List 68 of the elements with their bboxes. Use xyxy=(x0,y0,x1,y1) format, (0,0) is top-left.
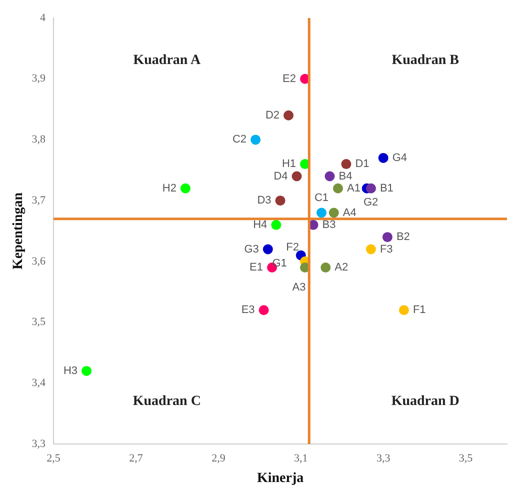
y-tick-label: 3,8 xyxy=(32,134,46,146)
annotation: B3 xyxy=(322,218,336,231)
y-tick-label: 3,3 xyxy=(32,438,46,450)
y-tick-label: 3,4 xyxy=(32,377,46,390)
y-tick-label: 4 xyxy=(40,12,46,24)
annotation: E1 xyxy=(250,262,264,274)
annotation: H2 xyxy=(162,182,176,194)
x-axis-title: Kinerja xyxy=(256,471,304,486)
annotation: G2 xyxy=(364,196,378,208)
point xyxy=(262,244,273,254)
point xyxy=(316,208,326,218)
annotation: D3 xyxy=(257,194,272,207)
annotation: H3 xyxy=(63,365,78,378)
y-tick-label: 3,9 xyxy=(32,72,46,85)
point xyxy=(378,152,388,163)
x-tick-label: 2,9 xyxy=(212,452,226,464)
annotation: A2 xyxy=(334,262,348,274)
annotation: A3 xyxy=(292,282,306,294)
point xyxy=(324,171,335,182)
annotation: B4 xyxy=(338,170,352,182)
point xyxy=(341,159,352,170)
point xyxy=(275,196,286,206)
y-tick-label: 3,7 xyxy=(32,194,46,206)
annotation: Kuadran C xyxy=(132,394,201,410)
annotation: C2 xyxy=(232,134,247,146)
annotation: A4 xyxy=(342,206,356,219)
point xyxy=(271,220,282,230)
point xyxy=(320,262,331,273)
point xyxy=(292,171,302,182)
annotation: H1 xyxy=(282,158,296,170)
annotation: Kuadran B xyxy=(392,53,460,68)
point xyxy=(382,232,392,242)
annotation: D1 xyxy=(355,158,370,170)
x-tick-label: 2,7 xyxy=(129,452,144,464)
annotation: D4 xyxy=(274,170,288,182)
x-tick-label: 3,1 xyxy=(294,452,308,464)
annotation: H4 xyxy=(253,218,268,231)
x-tick-label: 2,5 xyxy=(46,452,61,464)
annotation: Kuadran A xyxy=(133,53,202,68)
point xyxy=(250,134,261,145)
annotation: Kuadran D xyxy=(391,394,460,410)
annotation: B1 xyxy=(380,182,394,194)
annotation: E3 xyxy=(241,304,255,316)
annotation: A1 xyxy=(346,182,360,194)
annotation: F1 xyxy=(412,304,426,316)
point xyxy=(284,110,294,120)
y-tick-label: 3,6 xyxy=(32,255,46,268)
point xyxy=(366,183,376,194)
point xyxy=(328,208,339,218)
annotation: C1 xyxy=(314,192,329,204)
annotation: G3 xyxy=(244,243,259,256)
annotation: F3 xyxy=(380,243,393,256)
x-tick-label: 3,5 xyxy=(458,452,474,464)
point xyxy=(258,305,269,316)
point xyxy=(398,305,409,316)
y-tick-label: 3,5 xyxy=(32,316,46,328)
point xyxy=(366,244,376,254)
point xyxy=(180,183,190,194)
point xyxy=(332,183,343,194)
annotation: E2 xyxy=(282,72,296,85)
annotation: B2 xyxy=(396,231,410,244)
x-tick-label: 3,3 xyxy=(376,452,391,464)
annotation: G4 xyxy=(392,152,408,164)
annotation: G1 xyxy=(272,257,287,270)
y-axis-title: Kepentingan xyxy=(11,192,26,270)
point xyxy=(82,366,92,376)
annotation: F2 xyxy=(286,241,300,254)
annotation: D2 xyxy=(265,109,280,122)
